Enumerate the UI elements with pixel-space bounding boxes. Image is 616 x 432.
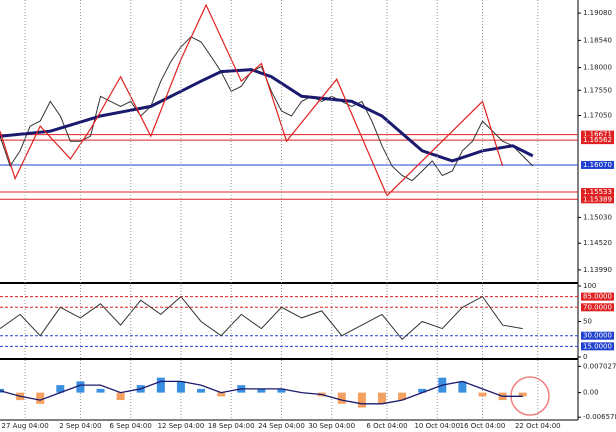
level-label: 70.0000 [583, 303, 612, 311]
histogram-bar [478, 392, 487, 397]
series-line [0, 380, 523, 405]
level-label: 1.16562 [583, 136, 612, 144]
histogram-bar [277, 388, 286, 393]
x-tick-label: 24 Sep 04:00 [258, 422, 305, 430]
level-label-bg [581, 342, 614, 351]
histogram-bar [197, 388, 206, 393]
y-tick-label: 1.15030 [583, 213, 612, 221]
histogram-bar [458, 381, 467, 393]
level-label-bg [581, 136, 614, 145]
level-label: 15.0000 [583, 342, 612, 350]
x-tick-label: 6 Oct 04:00 [366, 422, 407, 430]
x-tick-label: 6 Sep 04:00 [110, 422, 152, 430]
histogram-bar [257, 388, 266, 393]
histogram-bar [518, 392, 527, 397]
series-line [0, 3, 504, 197]
histogram-bar [337, 392, 346, 404]
x-tick-label: 12 Sep 04:00 [158, 422, 205, 430]
level-label-bg [581, 130, 614, 139]
x-tick-label: 10 Oct 04:00 [414, 422, 460, 430]
level-label: 1.15533 [583, 188, 612, 196]
y-tick-label: 0.00 [583, 389, 599, 397]
level-label-bg [581, 195, 614, 204]
y-tick-label: 0.0070274 [583, 362, 616, 370]
histogram-bar [398, 392, 407, 401]
histogram-bar [96, 388, 105, 393]
histogram-bar [418, 388, 427, 393]
y-tick-label: 100 [583, 282, 596, 290]
y-tick-label: -0.0065780 [583, 413, 616, 421]
y-tick-label: 1.13990 [583, 266, 612, 274]
histogram-bar [176, 381, 185, 393]
histogram-bar [116, 392, 125, 401]
histogram-bar [76, 381, 85, 393]
y-tick-label: 50 [583, 318, 592, 326]
y-tick-label: 1.19080 [583, 9, 612, 17]
x-tick-label: 18 Sep 04:00 [208, 422, 255, 430]
level-label: 1.16070 [583, 161, 612, 169]
level-label-bg [581, 292, 614, 301]
level-label-bg [581, 188, 614, 197]
level-label-bg [581, 331, 614, 340]
histogram-bar [36, 392, 45, 404]
y-tick-label: 1.18000 [583, 64, 612, 72]
x-tick-label: 16 Oct 04:00 [460, 422, 506, 430]
y-tick-label: 1.17050 [583, 112, 612, 120]
x-tick-label: 27 Aug 04:00 [2, 422, 49, 430]
level-label: 30.0000 [583, 332, 612, 340]
histogram-bar [357, 392, 366, 408]
histogram-bar [217, 392, 226, 397]
x-tick-label: 22 Oct 04:00 [515, 422, 561, 430]
y-tick-label: 1.17550 [583, 86, 612, 94]
level-label: 85.0000 [583, 293, 612, 301]
level-label: 1.16671 [583, 131, 612, 139]
histogram-bar [156, 377, 165, 393]
level-label: 1.15389 [583, 195, 612, 203]
level-label-bg [581, 160, 614, 169]
series-line [0, 295, 523, 341]
level-label-bg [581, 303, 614, 312]
series-line [0, 68, 534, 163]
y-tick-label: 1.18540 [583, 36, 612, 44]
y-tick-label: 0 [583, 353, 587, 361]
x-tick-label: 2 Sep 04:00 [59, 422, 101, 430]
x-tick-label: 30 Sep 04:00 [308, 422, 355, 430]
histogram-bar [377, 392, 386, 404]
y-tick-label: 1.14520 [583, 239, 612, 247]
histogram-bar [56, 385, 65, 393]
